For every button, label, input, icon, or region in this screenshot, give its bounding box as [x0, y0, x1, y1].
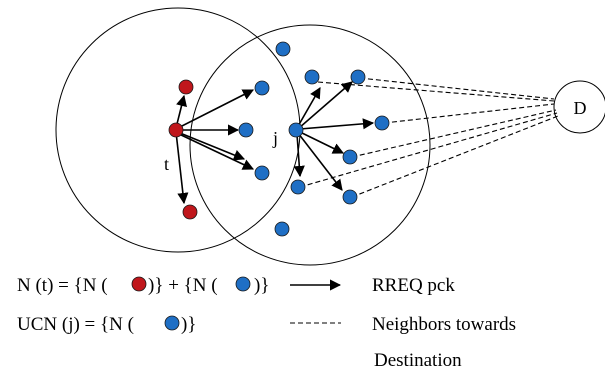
blue-node	[238, 122, 254, 138]
rreq-arrow	[177, 89, 254, 129]
blue-node	[342, 189, 358, 205]
legend-nt-prefix: N (t) = {N (	[17, 275, 108, 296]
blue-nodes	[238, 41, 390, 237]
dashed-line	[317, 81, 555, 102]
red-neighbor-node	[178, 79, 194, 95]
node-t	[168, 122, 184, 138]
legend-blue-node-icon	[164, 315, 180, 331]
blue-node	[350, 69, 366, 85]
rreq-arrows-from-t	[175, 89, 255, 205]
blue-node	[275, 41, 291, 57]
node-j	[288, 122, 304, 138]
rreq-arrow	[179, 132, 246, 161]
red-nodes	[168, 79, 198, 220]
rreq-arrow	[298, 81, 353, 129]
legend-red-node-icon	[131, 276, 147, 292]
legend-nt-middle: )} + {N (	[148, 275, 218, 296]
blue-node	[254, 80, 270, 96]
legend-dashed-meaning-line1: Neighbors towards	[372, 314, 516, 335]
rreq-arrow	[175, 131, 189, 205]
rreq-arrow	[299, 131, 345, 154]
red-neighbor-node	[182, 204, 198, 220]
blue-node	[374, 115, 390, 131]
legend-blue-node-icon	[235, 276, 251, 292]
dashed-line	[351, 109, 557, 158]
rreq-arrow	[299, 118, 375, 130]
rreq-arrows-from-j	[293, 81, 375, 191]
destination-label: D	[574, 98, 587, 118]
dashed-line	[299, 112, 558, 188]
rreq-arrow	[297, 132, 343, 191]
destination-node	[553, 80, 605, 134]
rreq-arrow	[296, 87, 321, 129]
legend-arrow-meaning: RREQ pck	[372, 275, 455, 296]
legend-ucn-suffix: )}	[181, 314, 196, 335]
legend-nt-suffix: )}	[254, 275, 269, 296]
range-circle-j	[189, 24, 431, 266]
blue-node	[274, 221, 290, 237]
legend-dashed-meaning-line2: Destination	[374, 350, 462, 371]
legend-ucn-prefix: UCN (j) = {N (	[17, 314, 134, 335]
node-j-label: j	[272, 128, 278, 148]
rreq-arrow	[178, 133, 255, 170]
dashed-line	[359, 77, 555, 100]
blue-node	[290, 179, 306, 195]
rreq-arrow	[293, 133, 305, 178]
blue-node	[304, 69, 320, 85]
node-t-label: t	[164, 154, 169, 174]
blue-node	[254, 165, 270, 181]
dashed-lines-to-destination	[299, 77, 559, 198]
dashed-line	[383, 103, 555, 124]
rreq-arrow	[175, 94, 187, 129]
dashed-line	[351, 115, 559, 198]
blue-node	[342, 149, 358, 165]
